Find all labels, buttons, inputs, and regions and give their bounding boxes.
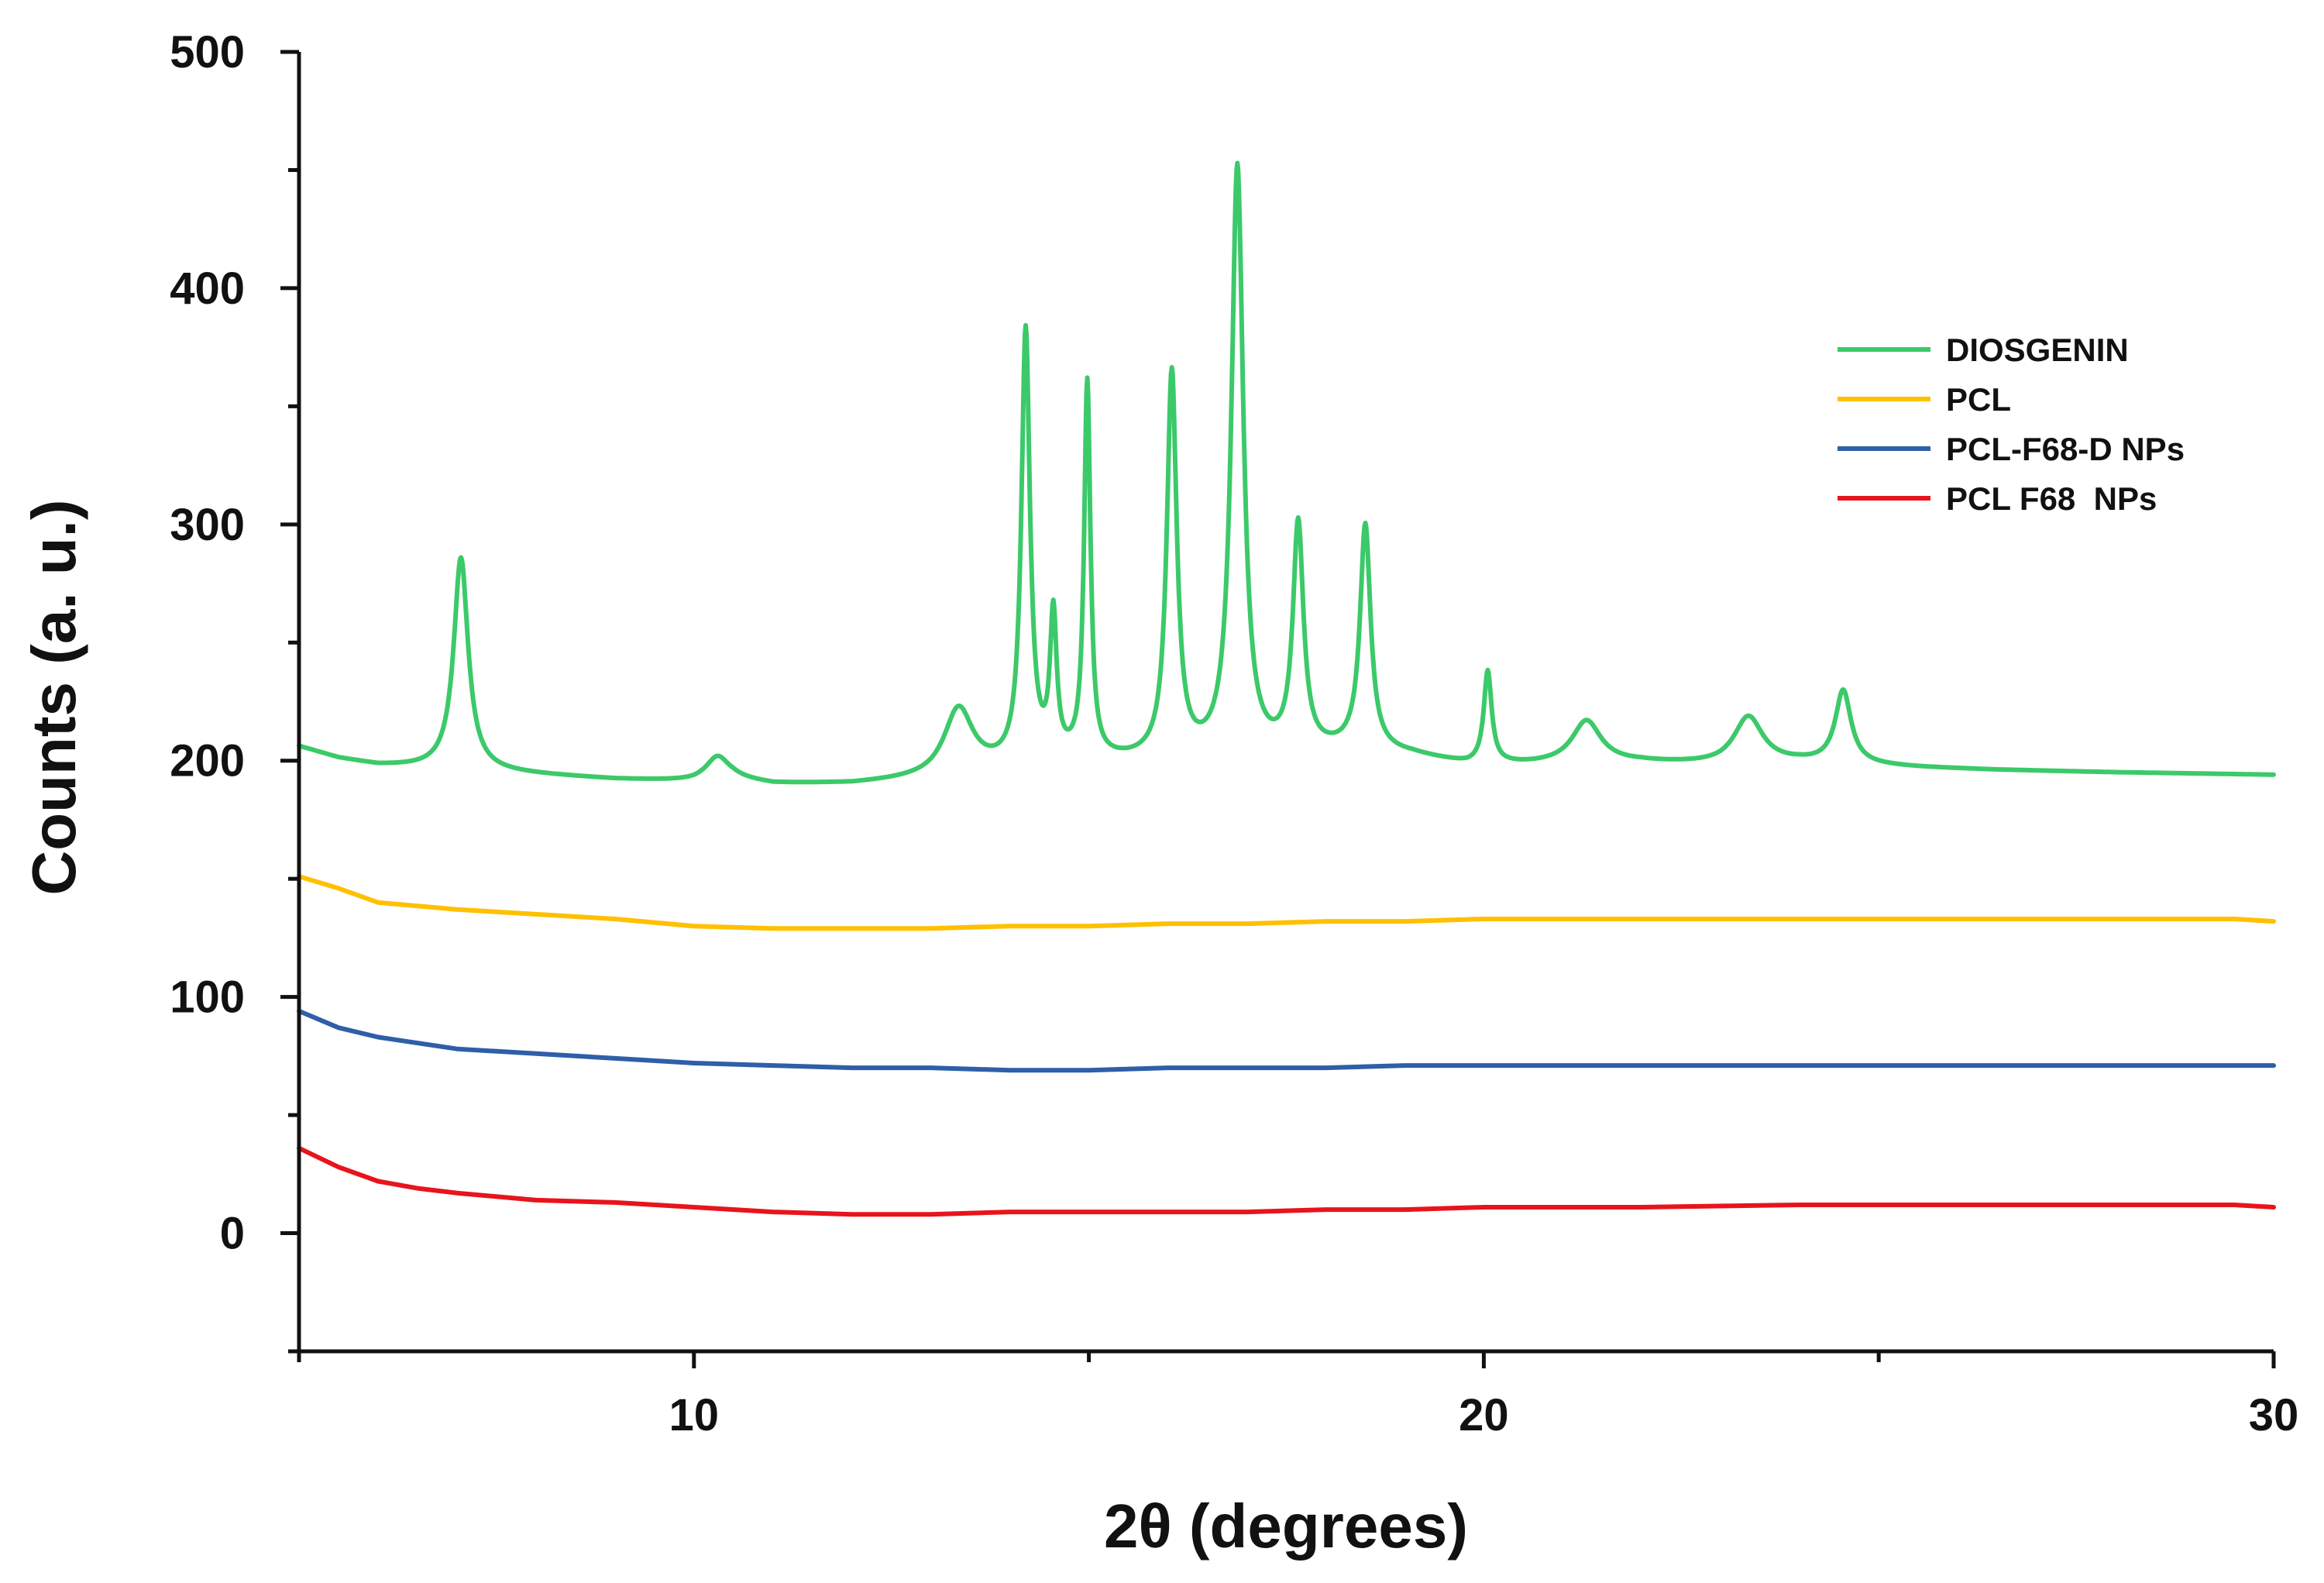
series-line-pcl	[297, 874, 2276, 931]
y-tick-label: 0	[220, 1209, 245, 1259]
x-axis-title: 2θ (degrees)	[1104, 1492, 1468, 1561]
legend-label: DIOSGENIN	[1946, 332, 2129, 368]
legend-label: PCL	[1946, 381, 2011, 418]
x-tick-label: 20	[1459, 1390, 1509, 1440]
y-tick-label: 500	[170, 27, 245, 77]
y-tick-label: 400	[170, 263, 245, 314]
series-line-pcl-f68-nps	[297, 1145, 2276, 1217]
y-tick-label: 200	[170, 736, 245, 786]
series-line-pcl-f68-d-nps	[297, 1008, 2276, 1073]
axes	[297, 52, 2274, 1354]
series-line-diosgenin	[297, 160, 2276, 785]
tick-layer: 0 100 200 300 400 500 10 20 30	[170, 27, 2298, 1440]
y-tick-label: 100	[170, 972, 245, 1023]
legend: DIOSGENIN PCL PCL-F68-D NPs PCL F68 NPs	[1838, 332, 2185, 517]
y-tick-label: 300	[170, 500, 245, 550]
legend-label: PCL-F68-D NPs	[1946, 431, 2185, 467]
x-tick-label: 30	[2249, 1390, 2299, 1440]
x-tick-label: 10	[669, 1390, 720, 1440]
legend-label: PCL F68 NPs	[1946, 480, 2157, 517]
y-axis-title: Counts (a. u.)	[19, 499, 88, 895]
series-layer	[297, 160, 2276, 1217]
